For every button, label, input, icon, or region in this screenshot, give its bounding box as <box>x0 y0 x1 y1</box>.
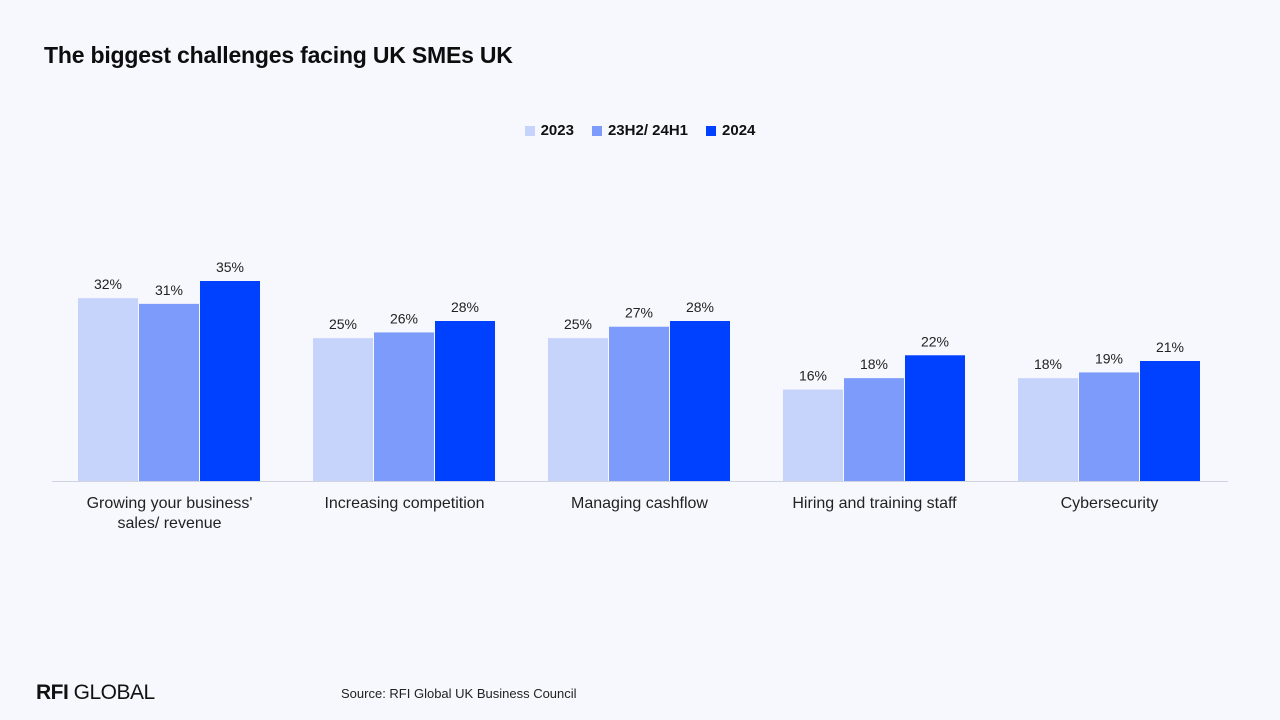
bar-3-1 <box>844 378 904 481</box>
legend-label: 2024 <box>722 122 756 139</box>
bar-0-1 <box>139 303 199 481</box>
data-label-3-1: 18% <box>860 356 888 372</box>
bar-4-2 <box>1140 361 1200 481</box>
category-label-4: Cybersecurity <box>1061 495 1159 512</box>
bar-2-0 <box>548 338 608 481</box>
bar-4-0 <box>1018 378 1078 481</box>
category-label-0: Growing your business' sales/ revenue <box>87 495 253 532</box>
bar-0-2 <box>200 281 260 481</box>
data-label-3-2: 22% <box>921 333 949 349</box>
chart-title: The biggest challenges facing UK SMEs UK <box>44 42 513 68</box>
data-label-2-0: 25% <box>564 316 592 332</box>
bar-2-2 <box>670 321 730 481</box>
bar-1-0 <box>313 338 373 481</box>
data-label-0-2: 35% <box>216 259 244 275</box>
data-label-0-0: 32% <box>94 276 122 292</box>
bar-1-1 <box>374 332 434 481</box>
legend-swatch <box>524 125 535 136</box>
bar-3-0 <box>783 389 843 481</box>
legend-item-2: 2024 <box>706 122 755 139</box>
bar-1-2 <box>435 321 495 481</box>
category-label-1: Increasing competition <box>324 495 484 512</box>
chart-legend: 2023 23H2/ 24H1 2024 <box>0 122 1280 139</box>
data-label-2-1: 27% <box>625 305 653 321</box>
legend-item-1: 23H2/ 24H1 <box>591 122 689 139</box>
data-label-4-1: 19% <box>1095 350 1123 366</box>
rfi-global-logo: RFI GLOBAL <box>36 681 155 705</box>
legend-swatch <box>591 125 602 136</box>
data-label-4-0: 18% <box>1034 356 1062 372</box>
bar-4-1 <box>1079 372 1139 481</box>
logo-rest-text: GLOBAL <box>68 681 156 704</box>
data-label-1-0: 25% <box>329 316 357 332</box>
data-label-0-1: 31% <box>155 282 183 298</box>
bar-2-1 <box>609 326 669 481</box>
source-note: Source: RFI Global UK Business Council <box>341 686 577 701</box>
data-label-3-0: 16% <box>799 368 827 384</box>
legend-item-0: 2023 <box>524 122 574 139</box>
data-label-1-1: 26% <box>390 310 418 326</box>
bar-0-0 <box>78 298 138 481</box>
data-label-4-2: 21% <box>1156 339 1184 355</box>
category-label-2: Managing cashflow <box>571 495 708 512</box>
legend-swatch <box>706 125 717 136</box>
legend-label: 2023 <box>540 122 574 139</box>
bar-3-2 <box>905 355 965 481</box>
data-label-1-2: 28% <box>451 299 479 315</box>
data-label-2-2: 28% <box>686 299 714 315</box>
legend-label: 23H2/ 24H1 <box>607 122 689 139</box>
logo-bold-text: RFI <box>36 681 69 704</box>
category-label-3: Hiring and training staff <box>792 495 957 512</box>
